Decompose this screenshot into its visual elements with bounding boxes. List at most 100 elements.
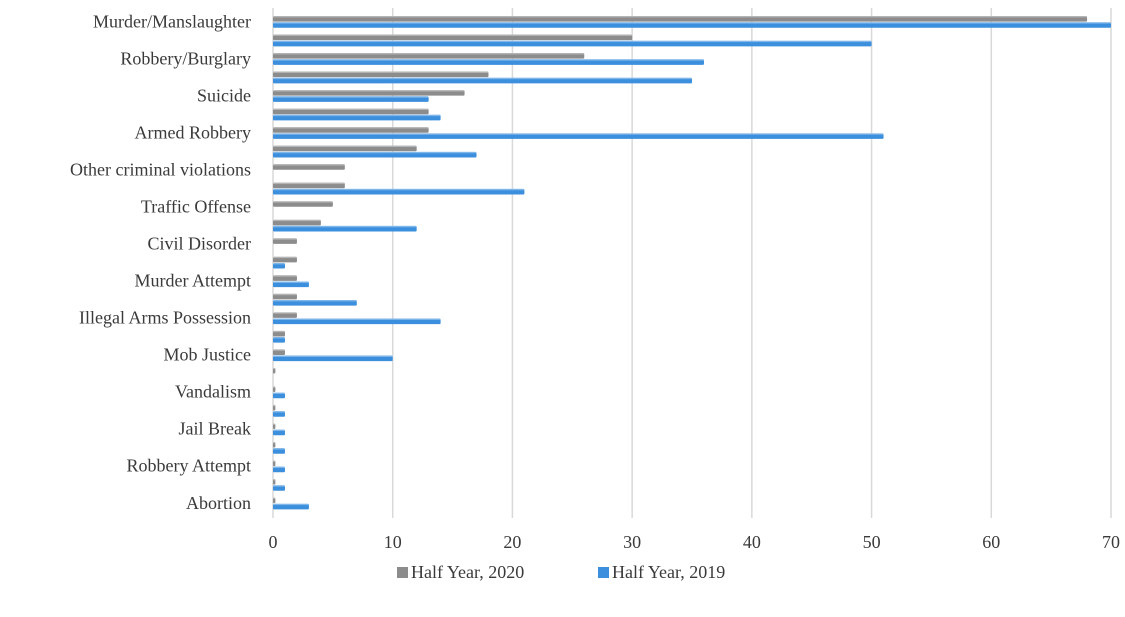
bar-highlight-1-4 xyxy=(273,96,429,98)
bar-2020-row-15 xyxy=(273,293,297,300)
bar-2020-row-24 xyxy=(273,460,276,467)
bar-highlight-1-5 xyxy=(273,114,441,117)
bar-2019-row-1 xyxy=(273,40,872,47)
bar-2019-row-25 xyxy=(273,485,285,491)
category-label-22: Jail Break xyxy=(179,419,251,439)
bar-highlight-1-20 xyxy=(273,392,285,394)
bar-highlight-0-3 xyxy=(273,71,489,73)
category-label-18: Mob Justice xyxy=(164,345,252,365)
bar-2019-row-18 xyxy=(273,355,393,362)
bar-highlight-1-22 xyxy=(273,429,285,432)
bar-2019-row-20 xyxy=(273,392,285,399)
category-label-8: Other criminal violations xyxy=(70,159,251,179)
x-tick-labels: 0 10 20 30 40 50 60 70 xyxy=(269,532,1121,552)
category-label-20: Vandalism xyxy=(175,382,251,402)
bar-2020-row-16 xyxy=(273,312,297,318)
bar-highlight-0-19 xyxy=(273,367,276,370)
x-tick-label-50: 50 xyxy=(863,532,881,552)
bar-highlight-1-2 xyxy=(273,59,704,61)
x-tick-label-10: 10 xyxy=(384,532,402,552)
bar-highlight-0-10 xyxy=(273,201,333,203)
bar-highlight-0-11 xyxy=(273,219,321,222)
bar-2019-row-4 xyxy=(273,96,429,102)
bar-2019-row-16 xyxy=(273,318,441,325)
bar-2020-row-19 xyxy=(273,367,276,374)
bar-2019-row-9 xyxy=(273,188,525,195)
bar-2020-row-21 xyxy=(273,404,276,411)
bar-2020-row-12 xyxy=(273,238,297,244)
bar-2020-row-5 xyxy=(273,108,429,115)
x-tick-label-70: 70 xyxy=(1102,532,1120,552)
category-label-16: Illegal Arms Possession xyxy=(79,308,251,328)
bar-2020-row-9 xyxy=(273,182,345,189)
category-label-26: Abortion xyxy=(186,493,251,513)
bar-2019-row-24 xyxy=(273,466,285,473)
bar-2019-row-17 xyxy=(273,337,285,343)
bar-highlight-0-20 xyxy=(273,386,276,388)
bar-highlight-0-5 xyxy=(273,108,429,110)
bar-2020-row-11 xyxy=(273,219,321,226)
bar-2020-row-18 xyxy=(273,349,285,355)
legend-swatch-0 xyxy=(397,567,408,578)
bar-highlight-1-6 xyxy=(273,133,884,135)
x-tick-label-0: 0 xyxy=(269,532,278,552)
bar-highlight-1-3 xyxy=(273,77,692,80)
bar-highlight-0-0 xyxy=(273,16,1088,18)
bar-2020-row-6 xyxy=(273,127,429,133)
bar-highlight-1-15 xyxy=(273,300,357,302)
bar-highlight-0-2 xyxy=(273,53,585,55)
bar-2020-row-2 xyxy=(273,53,585,59)
category-label-24: Robbery Attempt xyxy=(127,456,252,476)
bar-highlight-1-18 xyxy=(273,355,393,357)
bar-2019-row-2 xyxy=(273,59,704,65)
category-label-14: Murder Attempt xyxy=(135,271,251,291)
bar-highlight-0-23 xyxy=(273,441,276,444)
bar-2020-row-0 xyxy=(273,16,1088,22)
bar-highlight-1-7 xyxy=(273,151,477,154)
gridlines xyxy=(272,8,1112,519)
bar-2019-row-15 xyxy=(273,300,357,306)
bar-2019-row-0 xyxy=(273,22,1111,28)
bar-2020-row-20 xyxy=(273,386,276,392)
bar-highlight-0-7 xyxy=(273,145,417,148)
bar-2020-row-10 xyxy=(273,201,333,207)
category-label-2: Robbery/Burglary xyxy=(120,48,251,68)
legend-label-1: Half Year, 2019 xyxy=(612,562,725,582)
bar-2019-row-3 xyxy=(273,77,692,84)
bar-2020-row-1 xyxy=(273,34,633,41)
bar-2019-row-22 xyxy=(273,429,285,436)
bar-2019-row-21 xyxy=(273,411,285,417)
legend: Half Year, 2020 Half Year, 2019 xyxy=(397,562,725,582)
bar-highlight-1-16 xyxy=(273,318,441,320)
category-label-12: Civil Disorder xyxy=(148,234,252,254)
bar-highlight-0-24 xyxy=(273,460,276,462)
bar-2020-row-8 xyxy=(273,164,345,170)
bar-2019-row-5 xyxy=(273,114,441,121)
bar-highlight-0-18 xyxy=(273,349,285,351)
bar-2020-row-3 xyxy=(273,71,489,78)
bar-highlight-1-26 xyxy=(273,503,309,506)
bar-highlight-1-23 xyxy=(273,448,285,450)
bar-highlight-1-25 xyxy=(273,485,285,487)
bars xyxy=(273,16,1111,510)
bar-2019-row-23 xyxy=(273,448,285,454)
bar-2020-row-14 xyxy=(273,275,297,281)
bar-highlight-0-6 xyxy=(273,127,429,129)
bar-highlight-1-0 xyxy=(273,22,1111,24)
bar-2020-row-4 xyxy=(273,90,465,96)
bar-2020-row-25 xyxy=(273,479,276,485)
legend-label-0: Half Year, 2020 xyxy=(411,562,524,582)
bar-highlight-0-14 xyxy=(273,275,297,277)
bar-highlight-0-1 xyxy=(273,34,633,36)
bar-2020-row-23 xyxy=(273,441,276,448)
bar-2019-row-26 xyxy=(273,503,309,510)
category-labels: Murder/Manslaughter Robbery/Burglary Suici… xyxy=(70,11,251,513)
bar-highlight-1-11 xyxy=(273,225,417,228)
bar-2020-row-26 xyxy=(273,497,276,504)
bar-highlight-0-25 xyxy=(273,479,276,481)
bar-highlight-1-21 xyxy=(273,411,285,413)
bar-highlight-1-17 xyxy=(273,337,285,339)
x-tick-label-40: 40 xyxy=(743,532,761,552)
bar-2020-row-22 xyxy=(273,423,276,430)
